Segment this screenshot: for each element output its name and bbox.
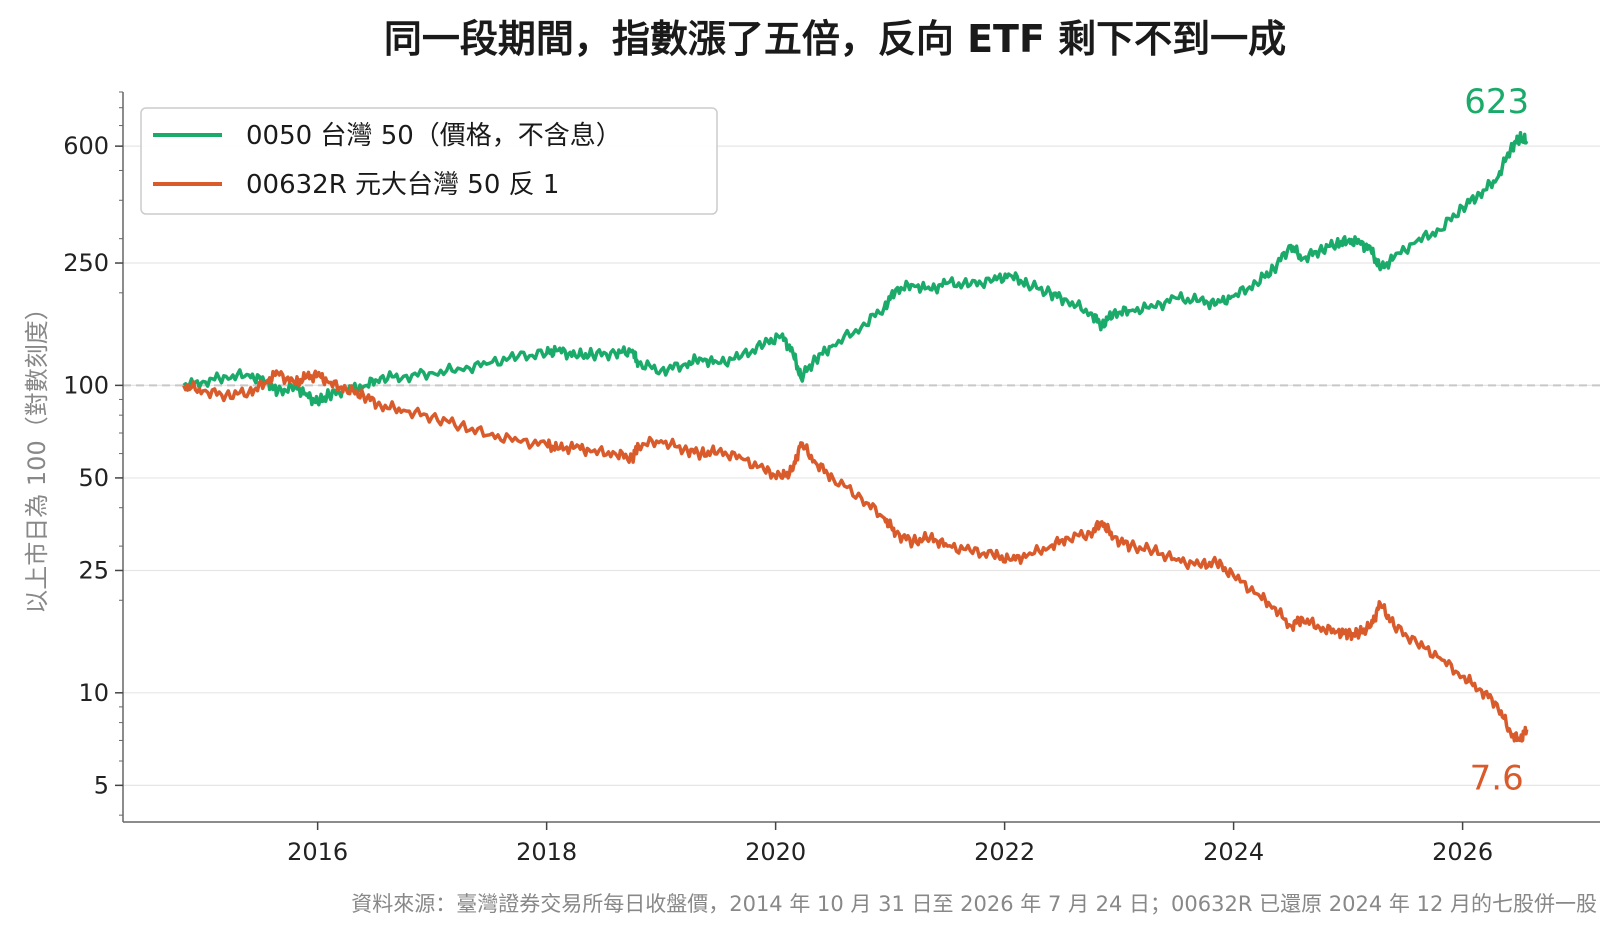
series-line-1: [182, 369, 1529, 743]
grid-lines: [123, 145, 1600, 786]
x-tick-label-2020: 2020: [745, 838, 806, 866]
y-tick-label-50: 50: [78, 464, 109, 492]
x-tick-label-2026: 2026: [1432, 838, 1493, 866]
series-line-0: [182, 130, 1529, 407]
end-label-0050: 623: [1464, 82, 1529, 122]
y-tick-label-10: 10: [78, 679, 109, 707]
y-axis-label: 以上市日為 100（對數刻度）: [23, 296, 51, 613]
y-tick-label-100: 100: [63, 371, 109, 399]
x-tick-label-2024: 2024: [1203, 838, 1264, 866]
legend-frame: [140, 107, 718, 215]
series-lines: [182, 130, 1529, 743]
legend-label-00632r: 00632R 元大台灣 50 反 1: [246, 170, 559, 200]
y-tick-label-25: 25: [78, 556, 109, 584]
y-tick-label-250: 250: [63, 249, 109, 277]
legend-label-0050: 0050 台灣 50（價格，不含息）: [246, 121, 622, 151]
x-tick-label-2016: 2016: [287, 838, 348, 866]
y-tick-label-5: 5: [94, 771, 109, 799]
x-tick-label-2022: 2022: [974, 838, 1035, 866]
end-label-00632r: 7.6: [1470, 758, 1524, 798]
x-tick-label-2018: 2018: [516, 838, 577, 866]
legend: 0050 台灣 50（價格，不含息） 00632R 元大台灣 50 反 1: [140, 107, 718, 215]
y-tick-label-600: 600: [63, 132, 109, 160]
chart-title: 同一段期間，指數漲了五倍，反向 ETF 剩下不到一成: [384, 17, 1286, 61]
axes: 5 10 25 50 100 250 600 2016 2018 2020 2022 2024 2026: [63, 91, 1600, 866]
source-note: 資料來源：臺灣證券交易所每日收盤價，2014 年 10 月 31 日至 2026…: [351, 892, 1597, 916]
